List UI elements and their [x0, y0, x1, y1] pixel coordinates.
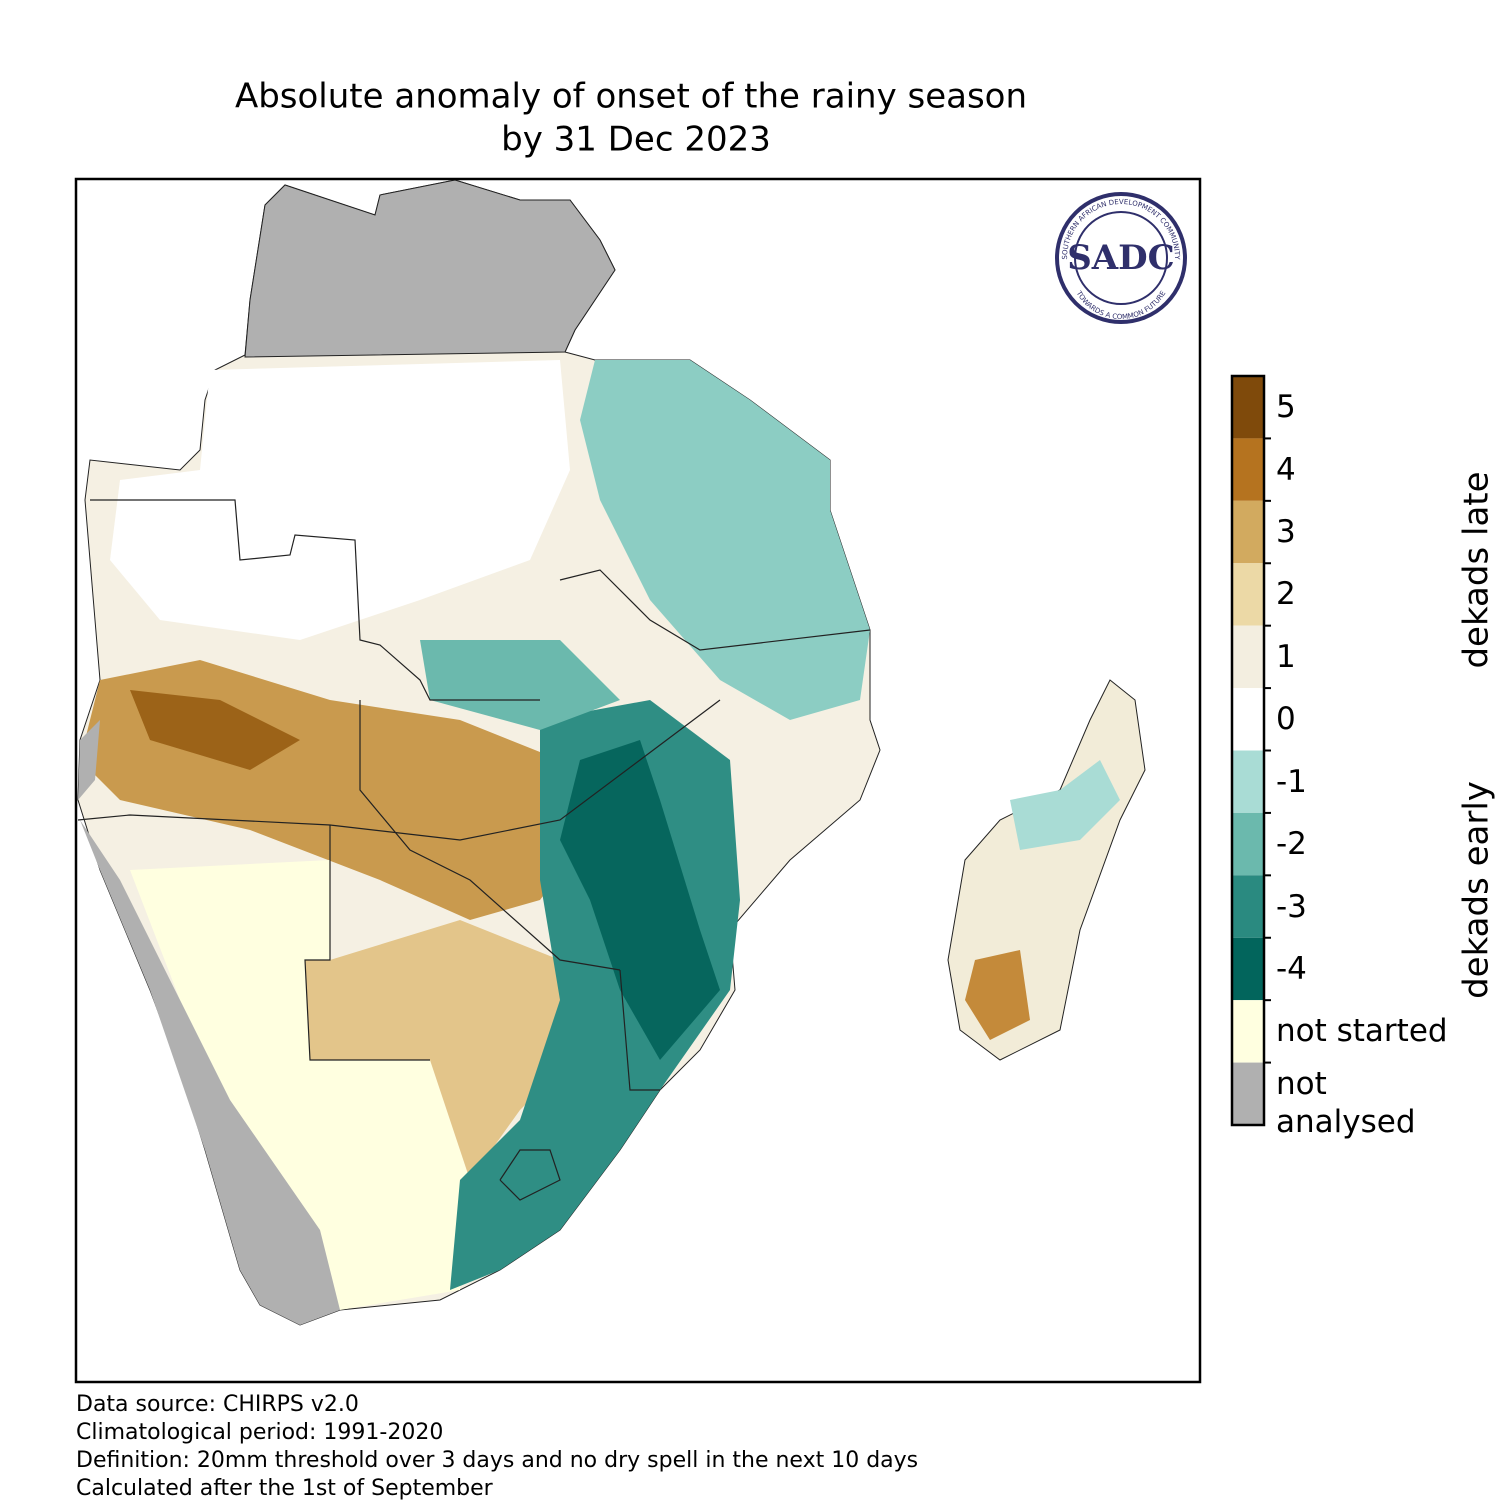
- teal-dark: [560, 740, 720, 1060]
- gray-north: [244, 179, 616, 358]
- subtitle: by 31 Dec 2023: [501, 120, 771, 160]
- footnote: Definition: 20mm threshold over 3 days a…: [76, 1448, 919, 1473]
- logo-inner: [1074, 211, 1168, 305]
- map: [74, 177, 1202, 1384]
- legend-swatch: [1232, 563, 1264, 626]
- legend-swatch: [1232, 688, 1264, 751]
- map-frame: [74, 177, 1202, 1384]
- gray-coast: [80, 820, 340, 1325]
- legend-swatch: [1232, 1062, 1264, 1125]
- madagascar-teal: [1010, 760, 1120, 850]
- madagascar-brown: [965, 950, 1030, 1040]
- legend-swatch: [1232, 500, 1264, 564]
- legend-label: not analysed: [1276, 1065, 1416, 1140]
- legend-swatch: [1232, 812, 1264, 876]
- gray-angola-coast: [78, 720, 100, 800]
- colorbar: dekads early dekads late: [1230, 374, 1497, 1127]
- legend-label: -4: [1276, 950, 1307, 987]
- legend-swatch: [1232, 937, 1264, 1001]
- colorbar-frame: [1230, 374, 1266, 1127]
- footnote: Calculated after the 1st of September: [76, 1476, 493, 1501]
- light-brown: [305, 920, 580, 1180]
- legend-label: not started: [1276, 1013, 1448, 1050]
- teal-north: [580, 360, 870, 720]
- legend-swatch: [1232, 875, 1264, 938]
- logo-text: SADC: [1067, 238, 1174, 278]
- legend-swatch: [1232, 1000, 1264, 1063]
- borders: [77, 499, 871, 1201]
- legend-swatch: [1232, 750, 1264, 813]
- footnote: Data source: CHIRPS v2.0: [76, 1392, 359, 1417]
- colorbar-axis-label: dekads early: [1457, 781, 1497, 999]
- legend-label: 0: [1276, 701, 1296, 738]
- white-zone: [110, 360, 570, 640]
- legend-label: 3: [1276, 514, 1296, 551]
- legend-label: -1: [1276, 763, 1307, 800]
- colorbar-axis-label: dekads late: [1457, 471, 1497, 668]
- title: Absolute anomaly of onset of the rainy s…: [235, 77, 1027, 117]
- logo: SOUTHERN AFRICAN DEVELOPMENT COMMUNITY T…: [1055, 192, 1187, 324]
- legend-label: 2: [1276, 576, 1296, 613]
- legend-label: -2: [1276, 826, 1307, 863]
- legend-label: 4: [1276, 451, 1296, 488]
- dark-brown: [130, 690, 300, 770]
- not-started: [130, 860, 470, 1310]
- legend-swatch: [1232, 376, 1264, 439]
- teal-band: [420, 640, 620, 730]
- legend-swatch: [1232, 625, 1264, 689]
- legend-label: -3: [1276, 888, 1307, 925]
- footnote: Climatological period: 1991-2020: [76, 1420, 444, 1445]
- legend-swatch: [1232, 438, 1264, 501]
- legend-label: 1: [1276, 638, 1296, 675]
- legend-label: 5: [1276, 389, 1296, 426]
